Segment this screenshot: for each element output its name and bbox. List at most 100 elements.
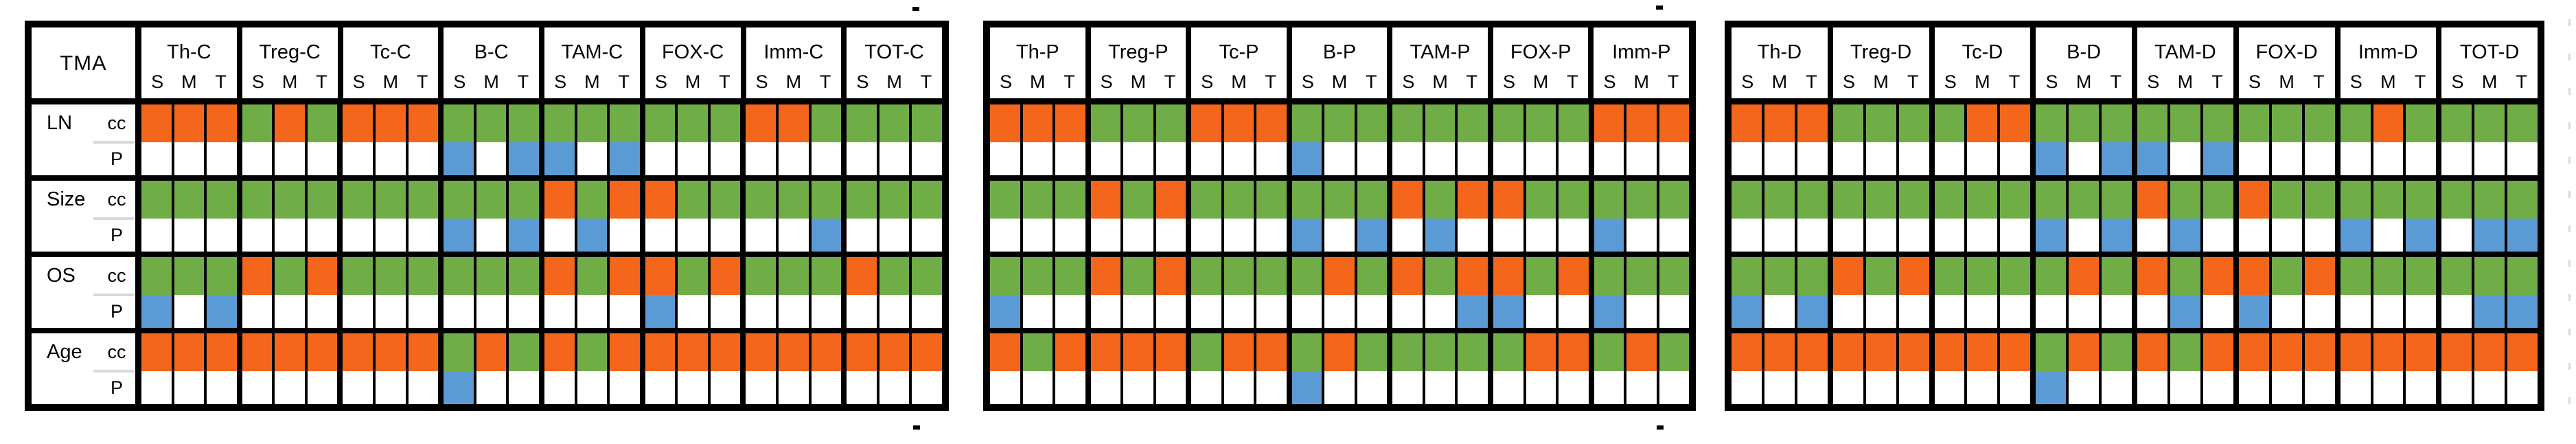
p-value-cell [1291, 219, 1322, 252]
heat-cell [1624, 181, 1657, 252]
p-value-cell [376, 142, 406, 175]
subcolumn-label: M [1975, 71, 1990, 92]
heat-cell [2233, 181, 2269, 252]
subcolumn-label: M [2177, 71, 2194, 92]
cc-value-cell [1626, 257, 1657, 295]
p-value-cell [207, 371, 237, 404]
heat-cell [1523, 257, 1556, 328]
cc-value-cell [990, 333, 1020, 371]
cc-value-cell [444, 181, 474, 219]
cc-value-cell [811, 181, 842, 219]
heat-cell [2030, 333, 2067, 404]
cc-value-cell [879, 257, 910, 295]
subcolumn-label: M [1771, 71, 1788, 92]
cc-value-cell [1155, 333, 1186, 371]
cc-value-cell [778, 333, 809, 371]
p-value-cell [577, 295, 608, 328]
heat-cell [1153, 181, 1186, 252]
cc-value-cell [141, 181, 172, 219]
cc-value-cell [1090, 333, 1121, 371]
heat-cell [2370, 104, 2404, 175]
heat-cell [1153, 257, 1186, 328]
cc-value-cell [2474, 181, 2505, 219]
heat-cell [1186, 257, 1221, 328]
heat-cell [707, 104, 741, 175]
heat-cell [1997, 181, 2031, 252]
cc-value-cell [509, 104, 539, 142]
p-value-cell [879, 295, 910, 328]
p-value-cell [174, 142, 205, 175]
cc-value-cell [990, 257, 1020, 295]
subcolumn-label: S [1301, 71, 1314, 92]
subcolumn-label: M [584, 71, 600, 92]
cc-value-cell [879, 333, 910, 371]
subcolumn-label: S [453, 71, 466, 92]
cc-value-cell [1967, 333, 1998, 371]
cc-value-cell [1559, 181, 1589, 219]
p-value-cell [778, 295, 809, 328]
p-value-cell [1797, 295, 1828, 328]
cc-value-cell [1732, 181, 1762, 219]
p-value-cell [1659, 219, 1690, 252]
cc-value-cell [2238, 181, 2269, 219]
cc-value-cell [408, 181, 439, 219]
cc-value-cell [444, 104, 474, 142]
cc-value-cell [1732, 333, 1762, 371]
category-label: Size [47, 188, 86, 210]
cc-value-cell [678, 333, 708, 371]
dash-mark [913, 425, 920, 430]
cc-value-cell [1324, 104, 1355, 142]
cc-value-cell [2069, 104, 2100, 142]
p-value-cell [444, 219, 474, 252]
heat-cell [2334, 333, 2371, 404]
p-value-cell [1324, 295, 1355, 328]
cc-value-cell [1967, 257, 1998, 295]
p-value-cell [2340, 219, 2371, 252]
heat-cell [775, 181, 809, 252]
heat-cell [990, 257, 1020, 328]
cc-value-cell [2000, 181, 2031, 219]
p-value-cell [1191, 142, 1221, 175]
p-sublabel: P [110, 300, 123, 322]
p-value-cell [307, 295, 338, 328]
subcolumn-label: M [1633, 71, 1650, 92]
subcolumn-label: T [1265, 71, 1276, 92]
p-value-cell [2340, 142, 2371, 175]
p-value-cell [1291, 295, 1322, 328]
heat-cell [1286, 257, 1322, 328]
subcolumn-label: M [1130, 71, 1147, 92]
p-value-cell [2137, 371, 2167, 404]
cc-value-cell [1055, 257, 1085, 295]
p-value-cell [174, 219, 205, 252]
heat-cell [2370, 257, 2404, 328]
cc-value-cell [1526, 104, 1556, 142]
heat-cell [337, 181, 373, 252]
p-value-cell [2203, 142, 2233, 175]
p-value-cell [2474, 142, 2505, 175]
cc-value-cell [2304, 257, 2335, 295]
subcolumn-label: T [215, 71, 227, 92]
cc-value-cell [1022, 104, 1053, 142]
group-header: Tc-D S M T [1929, 27, 2031, 98]
heat-cell [740, 181, 776, 252]
heat-cell [2030, 104, 2067, 175]
p-value-cell [2441, 142, 2472, 175]
p-value-cell [2000, 371, 2031, 404]
heat-cell [2334, 104, 2371, 175]
p-value-cell [2238, 142, 2269, 175]
dash-mark [1656, 5, 1663, 10]
p-value-cell [1425, 142, 1456, 175]
subcolumn-label: M [1231, 71, 1247, 92]
cc-value-cell [990, 104, 1020, 142]
cc-sublabel: cc [107, 265, 126, 286]
cc-value-cell [1865, 257, 1896, 295]
cc-value-cell [811, 104, 842, 142]
subcolumn-label: M [2481, 71, 2498, 92]
heat-cell [171, 104, 205, 175]
p-value-cell [2304, 142, 2335, 175]
p-value-cell [1291, 371, 1322, 404]
cc-value-cell [2203, 104, 2233, 142]
subcolumn-label: T [819, 71, 831, 92]
